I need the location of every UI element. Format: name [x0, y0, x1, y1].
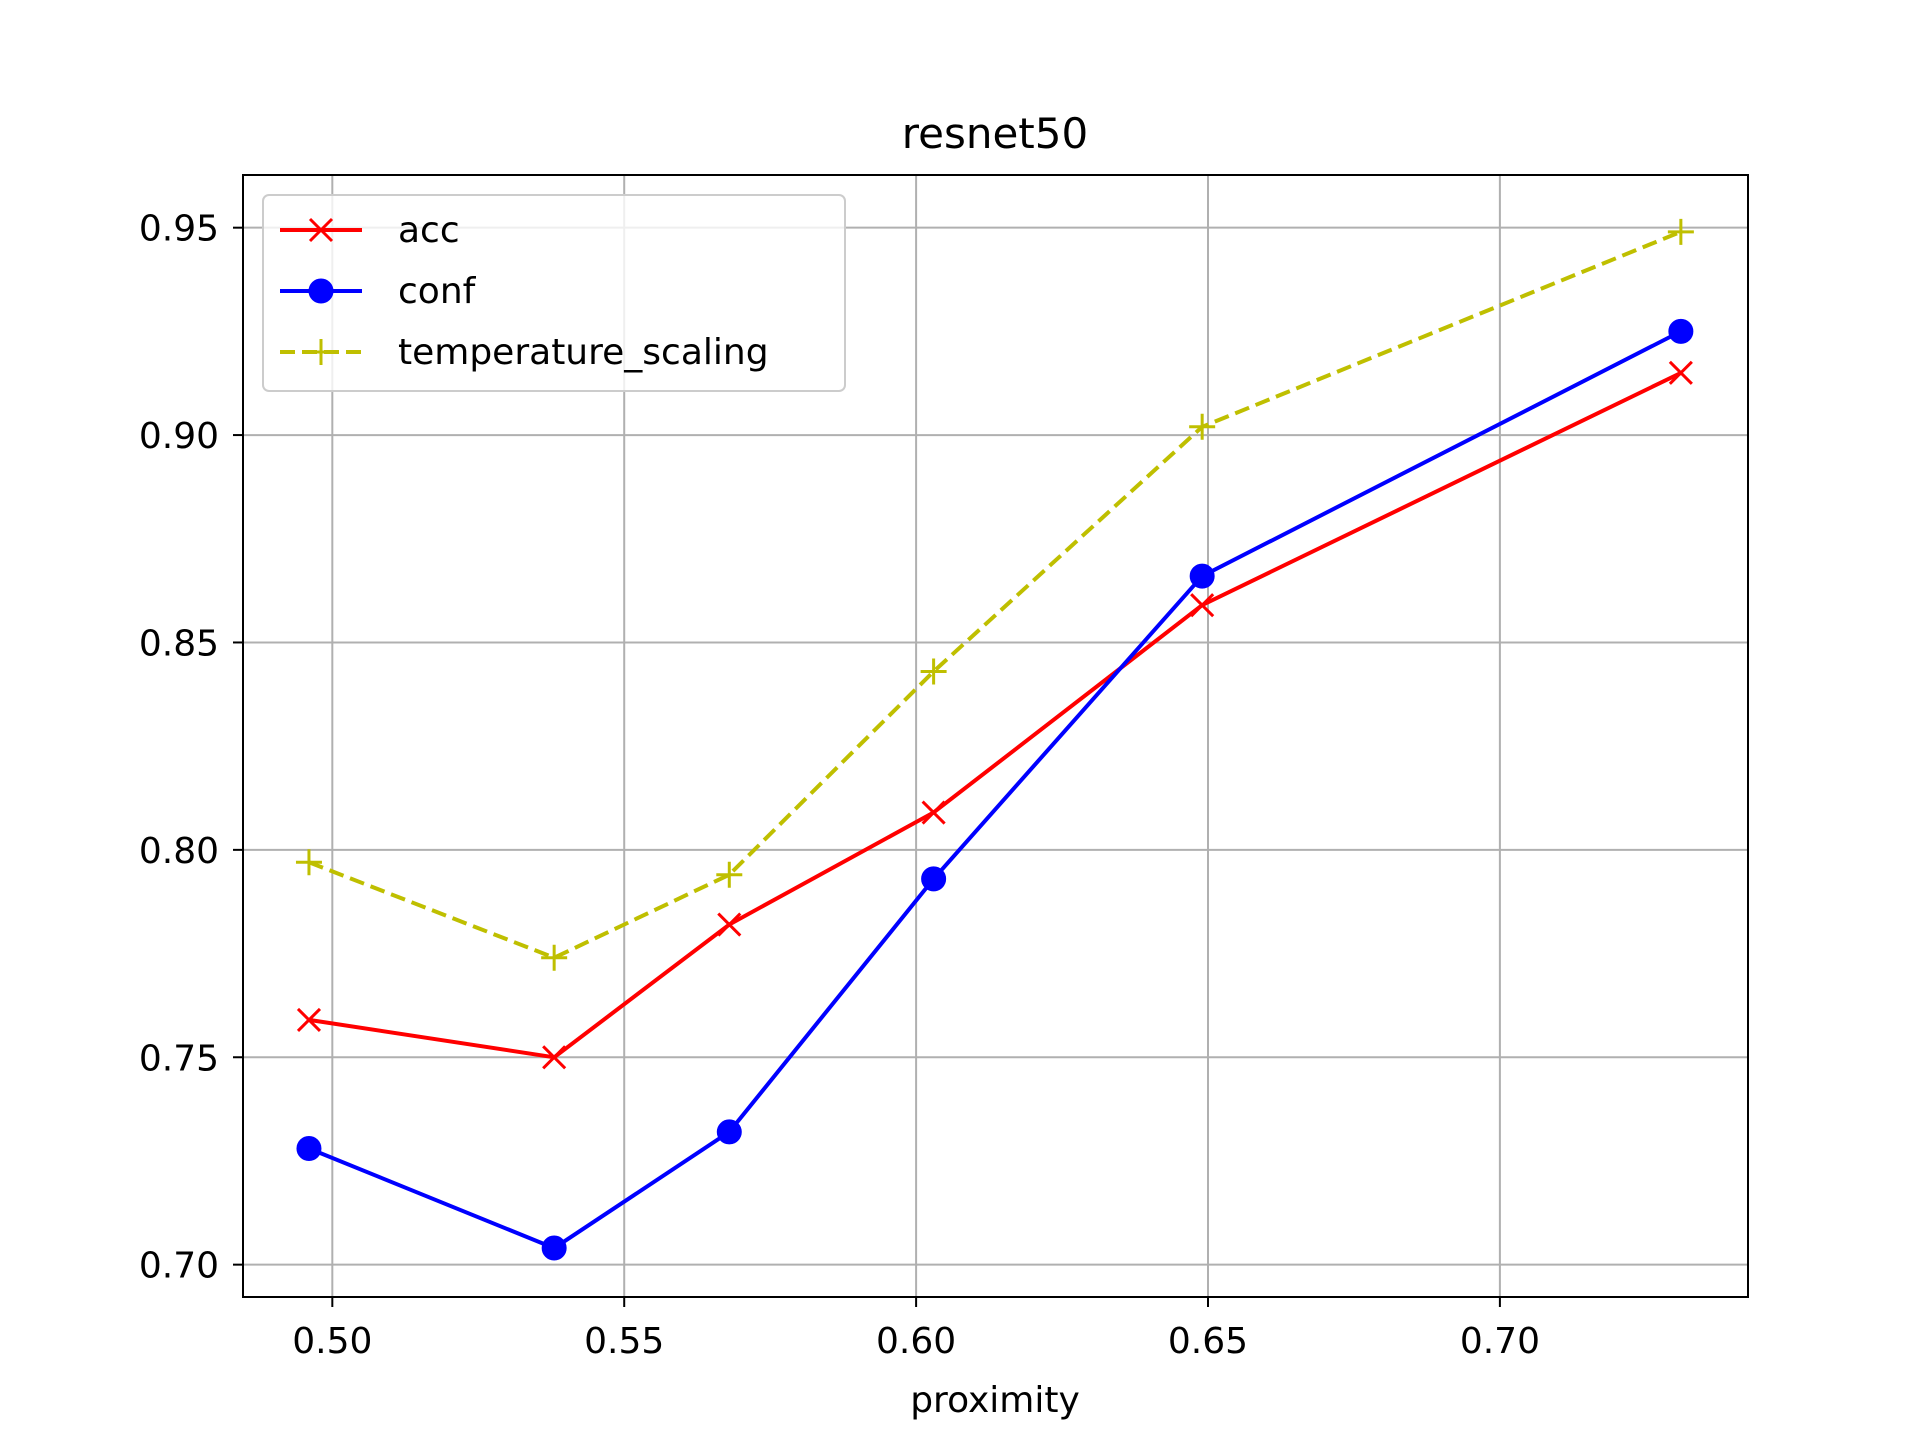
data-point [717, 912, 742, 937]
data-point [920, 658, 947, 685]
legend-box [262, 194, 846, 392]
x-axis-label: proximity [910, 1380, 1080, 1421]
data-point [1667, 218, 1694, 245]
data-point [1189, 563, 1215, 589]
data-point [308, 278, 334, 304]
data-point [308, 339, 334, 365]
series-conf [296, 318, 1694, 1261]
y-tick-label: 0.85 [139, 623, 219, 664]
legend-label: temperature_scaling [398, 332, 769, 373]
legend-label: conf [398, 271, 477, 312]
series-line [308, 329, 1682, 1251]
y-tick-label: 0.90 [139, 416, 219, 457]
x-tick-label: 0.55 [584, 1321, 664, 1362]
chart-title: resnet50 [902, 109, 1088, 158]
x-axis: 0.50 0.55 0.60 0.65 0.70 [292, 1297, 1540, 1362]
data-point [1668, 360, 1693, 385]
data-point [308, 217, 334, 243]
x-tick-label: 0.60 [876, 1321, 956, 1362]
legend-item: conf [280, 271, 477, 312]
legend-item: acc [280, 210, 460, 251]
x-tick-label: 0.50 [292, 1321, 372, 1362]
data-point [921, 800, 946, 825]
data-point [541, 944, 568, 971]
plot-frame [242, 174, 1749, 1298]
series-layer [295, 218, 1694, 1261]
data-point [1190, 593, 1215, 618]
data-point [542, 1045, 567, 1070]
series-temperature-scaling [295, 218, 1694, 971]
y-tick-label: 0.75 [139, 1038, 219, 1079]
series-line [308, 229, 1682, 960]
x-tick-label: 0.65 [1168, 1321, 1248, 1362]
legend-label: acc [398, 210, 460, 251]
data-point [1668, 318, 1694, 344]
legend-item: temperature_scaling [280, 332, 769, 373]
grid [243, 175, 1748, 1297]
x-tick-label: 0.70 [1460, 1321, 1540, 1362]
y-tick-label: 0.80 [139, 831, 219, 872]
data-point [541, 1235, 567, 1261]
data-point [1189, 413, 1216, 440]
data-point [296, 1007, 322, 1032]
y-axis: 0.70 0.75 0.80 0.85 0.90 0.95 [139, 209, 243, 1287]
y-tick-label: 0.70 [139, 1246, 219, 1287]
data-point [295, 849, 322, 876]
legend: acc conf temperature_scaling [262, 194, 846, 392]
data-point [296, 1136, 322, 1162]
data-point [716, 1119, 742, 1145]
y-tick-label: 0.95 [139, 209, 219, 250]
data-point [921, 866, 947, 892]
series-acc [296, 360, 1693, 1070]
data-point [716, 861, 743, 888]
series-line [308, 371, 1682, 1060]
